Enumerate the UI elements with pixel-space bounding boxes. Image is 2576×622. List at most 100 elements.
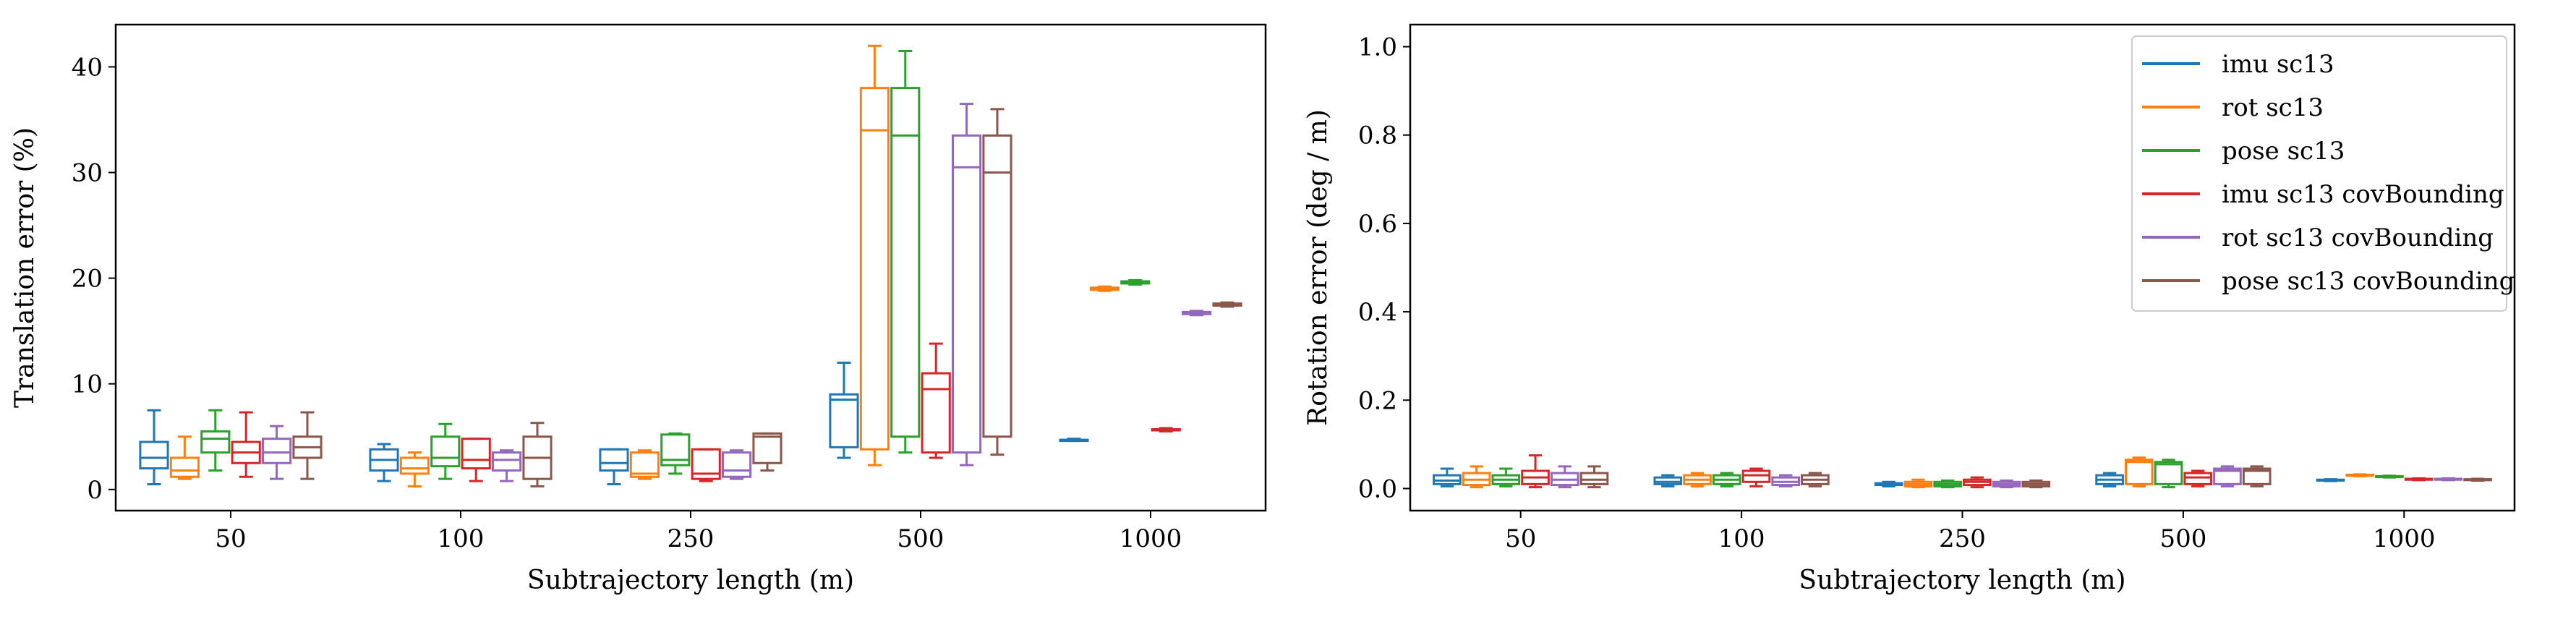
x-tick-label: 100	[438, 524, 485, 553]
box-1000	[1151, 427, 1181, 433]
series-1	[139, 361, 1089, 485]
box-250	[1874, 480, 1903, 487]
box-500	[2242, 465, 2272, 487]
y-tick-label: 0.6	[1358, 210, 1397, 239]
y-tick-label: 0.8	[1358, 122, 1397, 150]
box-500	[829, 361, 859, 459]
box-iqr	[921, 372, 951, 454]
box-50	[1550, 465, 1579, 489]
box-100	[1741, 467, 1771, 487]
box-iqr	[952, 134, 982, 454]
box-iqr	[982, 134, 1012, 438]
box-50	[262, 425, 292, 480]
box-50	[1491, 467, 1521, 487]
box-50	[1462, 465, 1491, 489]
box-1000	[1182, 310, 1212, 317]
box-iqr	[752, 432, 782, 464]
box-1000	[1059, 438, 1089, 443]
box-100	[522, 422, 553, 487]
box-iqr	[2242, 467, 2272, 485]
box-50	[1433, 467, 1462, 487]
box-1000	[2375, 474, 2404, 479]
box-1000	[2434, 477, 2463, 482]
box-iqr	[169, 456, 200, 478]
box-100	[1801, 472, 1830, 487]
legend-label: imu sc13	[2222, 50, 2334, 79]
box-250	[752, 432, 782, 472]
y-tick-label: 0.4	[1358, 298, 1397, 327]
series-6	[292, 108, 1242, 487]
x-axis-label: Subtrajectory length (m)	[1799, 566, 2125, 595]
box-500	[2124, 456, 2154, 487]
box-100	[1653, 474, 1683, 487]
box-1000	[1212, 301, 1242, 308]
series-3	[1491, 459, 2404, 489]
box-50	[1579, 465, 1609, 489]
series-5	[262, 103, 1212, 482]
box-iqr	[829, 393, 859, 448]
x-tick-label: 250	[668, 524, 715, 553]
box-iqr	[1653, 476, 1683, 485]
y-tick-label: 20	[72, 265, 103, 294]
x-tick-label: 50	[215, 524, 246, 553]
box-100	[369, 443, 399, 482]
y-tick-label: 30	[72, 159, 103, 188]
box-iqr	[262, 438, 292, 464]
box-iqr	[1579, 472, 1609, 485]
chart-panel-1: 0 10 20 30 40 50 100 250 500 1000 Subtrajectory le…	[10, 23, 1267, 595]
x-axis-label: Subtrajectory length (m)	[527, 566, 854, 595]
series-3	[200, 50, 1151, 480]
legend-label: rot sc13	[2222, 93, 2324, 122]
y-tick-label: 1.0	[1358, 33, 1397, 62]
box-iqr	[2213, 467, 2242, 485]
box-250	[722, 449, 752, 480]
legend-label: pose sc13	[2222, 137, 2345, 166]
box-iqr	[2124, 459, 2154, 485]
y-axis-label: Translation error (%)	[10, 127, 40, 408]
series-4	[231, 342, 1181, 482]
series-2	[1462, 456, 2375, 489]
box-iqr	[660, 433, 691, 466]
series-6	[1579, 465, 2492, 489]
box-500	[890, 50, 921, 454]
box-iqr	[399, 456, 430, 475]
box-1000	[1120, 279, 1151, 286]
box-50	[1521, 454, 1550, 489]
box-250	[691, 448, 721, 482]
legend: imu sc13 rot sc13 pose sc13 imu sc13 covBou…	[2131, 35, 2515, 312]
box-500	[982, 108, 1012, 456]
chart-panel-2: 0.0 0.2 0.4 0.6 0.8 1.0 50 100 250 500 1000 Subtraj…	[1303, 23, 2516, 595]
box-250	[1903, 478, 1933, 489]
box-iqr	[629, 451, 660, 478]
box-50	[231, 411, 261, 478]
box-500	[952, 103, 982, 466]
box-500	[2154, 459, 2183, 489]
box-250	[599, 448, 629, 485]
x-tick-label: 1000	[2373, 524, 2436, 553]
box-iqr	[722, 451, 752, 478]
box-iqr	[859, 87, 890, 451]
series-2	[169, 44, 1119, 487]
legend-label: rot sc13 covBounding	[2222, 223, 2494, 252]
box-iqr	[461, 438, 491, 470]
box-100	[492, 449, 522, 482]
box-100	[1712, 472, 1741, 487]
box-250	[1992, 479, 2021, 489]
x-tick-label: 250	[1939, 524, 1986, 553]
legend-label: imu sc13 covBounding	[2222, 180, 2504, 209]
x-tick-label: 500	[897, 524, 944, 553]
box-iqr	[200, 430, 231, 454]
box-1000	[2404, 477, 2434, 482]
box-500	[859, 44, 890, 466]
box-100	[1771, 474, 1801, 487]
box-250	[629, 449, 660, 480]
box-50	[292, 411, 323, 480]
box-100	[399, 451, 430, 487]
box-250	[660, 432, 691, 475]
y-tick-label: 0.0	[1358, 474, 1397, 503]
box-500	[2213, 465, 2242, 487]
box-50	[169, 435, 200, 480]
x-tick-label: 500	[2159, 524, 2206, 553]
series-4	[1521, 454, 2434, 489]
